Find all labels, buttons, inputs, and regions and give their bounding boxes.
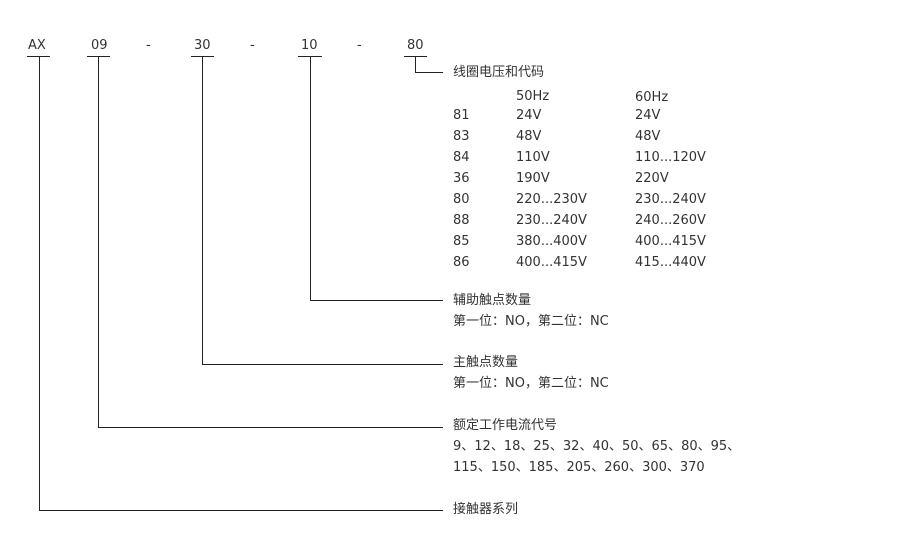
- voltage-60hz: 400...415V: [635, 234, 706, 249]
- main-desc: 第一位：NO，第二位：NC: [453, 376, 609, 391]
- col-60hz: 60Hz: [635, 90, 669, 105]
- coil-code: 85: [453, 234, 470, 249]
- leader-line: [98, 427, 443, 428]
- leader-line: [39, 56, 40, 510]
- voltage-50hz: 24V: [516, 108, 542, 123]
- leader-line: [202, 56, 203, 364]
- voltage-60hz: 240...260V: [635, 213, 706, 228]
- aux-desc: 第一位：NO，第二位：NC: [453, 314, 609, 329]
- voltage-50hz: 48V: [516, 129, 542, 144]
- voltage-50hz: 400...415V: [516, 255, 587, 270]
- current-title: 额定工作电流代号: [453, 418, 558, 433]
- leader-line: [202, 364, 443, 365]
- voltage-50hz: 190V: [516, 171, 550, 186]
- separator: -: [250, 38, 255, 53]
- code-aux: 10: [301, 38, 318, 53]
- coil-code: 36: [453, 171, 470, 186]
- code-coil: 80: [407, 38, 424, 53]
- series-title: 接触器系列: [453, 502, 519, 517]
- voltage-60hz: 110...120V: [635, 150, 706, 165]
- current-line2: 115、150、185、205、260、300、370: [453, 460, 705, 475]
- voltage-50hz: 230...240V: [516, 213, 587, 228]
- coil-code: 84: [453, 150, 470, 165]
- separator: -: [357, 38, 362, 53]
- leader-line: [310, 300, 443, 301]
- leader-line: [310, 56, 311, 300]
- voltage-60hz: 230...240V: [635, 192, 706, 207]
- leader-line: [415, 56, 416, 72]
- current-line1: 9、12、18、25、32、40、50、65、80、95、: [453, 439, 741, 454]
- coil-code: 80: [453, 192, 470, 207]
- coil-code: 88: [453, 213, 470, 228]
- col-50hz: 50Hz: [516, 89, 550, 104]
- leader-line: [98, 56, 99, 427]
- underline: [27, 56, 50, 57]
- code-series: AX: [28, 38, 46, 53]
- coil-code: 83: [453, 129, 470, 144]
- voltage-60hz: 220V: [635, 171, 669, 186]
- voltage-60hz: 415...440V: [635, 255, 706, 270]
- separator: -: [146, 38, 151, 53]
- voltage-50hz: 220...230V: [516, 192, 587, 207]
- voltage-60hz: 24V: [635, 108, 661, 123]
- voltage-60hz: 48V: [635, 129, 661, 144]
- main-title: 主触点数量: [453, 355, 519, 370]
- code-main: 30: [194, 38, 211, 53]
- voltage-50hz: 110V: [516, 150, 550, 165]
- aux-title: 辅助触点数量: [453, 293, 532, 308]
- leader-line: [39, 510, 443, 511]
- coil-code: 86: [453, 255, 470, 270]
- code-current: 09: [91, 38, 108, 53]
- coil-title: 线圈电压和代码: [453, 65, 545, 80]
- coil-code: 81: [453, 108, 470, 123]
- leader-line: [415, 72, 443, 73]
- voltage-50hz: 380...400V: [516, 234, 587, 249]
